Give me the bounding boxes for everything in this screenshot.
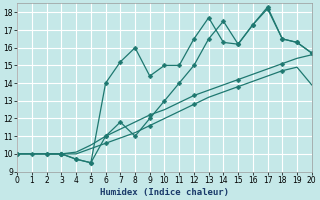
X-axis label: Humidex (Indice chaleur): Humidex (Indice chaleur): [100, 188, 229, 197]
